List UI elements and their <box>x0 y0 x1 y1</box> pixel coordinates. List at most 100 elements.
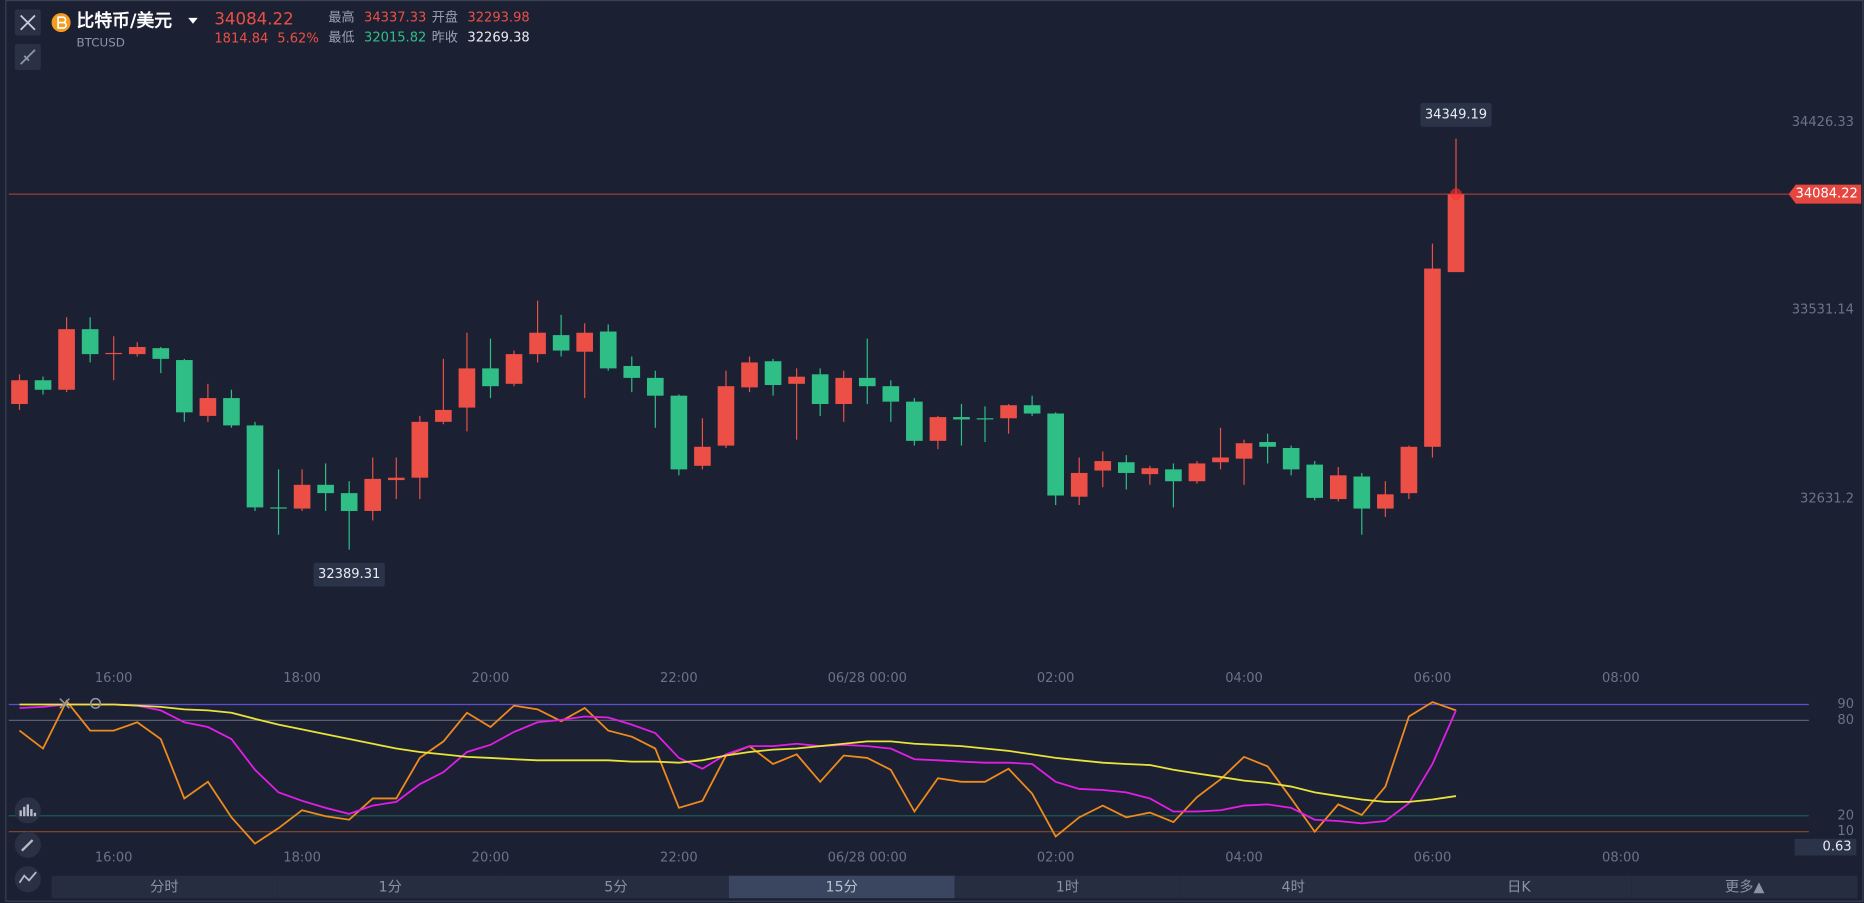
candle-body <box>293 484 311 509</box>
symbol-code: BTCUSD <box>77 35 125 49</box>
x-tick-label: 18:00 <box>283 671 321 686</box>
edit-icon <box>21 839 34 852</box>
timeframe-button[interactable] <box>1180 875 1407 899</box>
timeframe-button[interactable] <box>503 875 729 899</box>
candle-body <box>1259 442 1276 447</box>
timeframe-label: 日K <box>1507 880 1531 896</box>
timeframe-label: 15分 <box>826 879 858 896</box>
candle-body <box>1047 413 1064 496</box>
candle-body <box>176 360 193 413</box>
timeframe-button[interactable] <box>728 875 955 899</box>
candle-body <box>906 401 923 441</box>
candle-body <box>482 368 499 387</box>
last-price-glow <box>1450 188 1462 201</box>
candle-body <box>976 418 994 420</box>
low-label-box <box>313 562 385 587</box>
high-label-box <box>1420 102 1492 127</box>
x-tick-label: 02:00 <box>1037 850 1075 865</box>
y-tick-label: 80 <box>1837 713 1854 728</box>
last-price: 34084.22 <box>214 10 293 29</box>
candle-body <box>81 329 99 355</box>
candle-body <box>1023 405 1041 414</box>
dropdown-arrow[interactable] <box>188 17 198 24</box>
candle-body <box>599 331 617 369</box>
plot: 34426.33 33531.14 32631.2 16:00 18:00 20:00 22… <box>8 102 1862 865</box>
y-tick-label: 90 <box>1837 697 1854 712</box>
stat-value: 32269.38 <box>467 31 529 46</box>
candle-body <box>623 365 641 378</box>
stat-value: 34337.33 <box>364 10 426 25</box>
candle-body <box>505 354 523 384</box>
indicator-line <box>19 703 1457 825</box>
timeframe-label: 1时 <box>1056 879 1079 896</box>
x-tick-label: 08:00 <box>1602 671 1640 686</box>
timeframe-button[interactable] <box>1631 875 1858 899</box>
timeframe-button[interactable] <box>277 875 504 899</box>
stat-value: 32015.82 <box>364 31 426 46</box>
candle-body <box>364 478 382 511</box>
candle-body <box>270 507 287 509</box>
x-tick-label: 02:00 <box>1037 671 1075 686</box>
y-tick-label: 10 <box>1837 824 1854 839</box>
candle-body <box>34 380 52 390</box>
coin-glyph <box>57 16 67 29</box>
y-tick-label: 34426.33 <box>1792 115 1854 130</box>
candle-body <box>411 421 429 478</box>
candle-body <box>1188 463 1206 482</box>
x-tick-label: 20:00 <box>472 850 510 865</box>
stat-value: 32293.98 <box>467 10 529 25</box>
indicator-settings-icon[interactable] <box>90 697 102 709</box>
x-tick-label: 06/28 00:00 <box>828 671 907 686</box>
indicator-lines <box>18 699 1457 845</box>
indicator-close-icon[interactable] <box>59 698 70 709</box>
x-tick-label: 22:00 <box>660 671 698 686</box>
candle-body <box>858 377 876 387</box>
stats: 最高 34337.33 开盘 32293.98 最低 32015.82 昨收 32269.38 <box>328 9 529 45</box>
candle-body <box>1447 194 1465 273</box>
x-tick-label: 16:00 <box>95 671 133 686</box>
candle-body <box>529 332 546 355</box>
x-tick-label: 04:00 <box>1225 850 1263 865</box>
candle-body <box>223 398 240 426</box>
candle-body <box>764 361 782 386</box>
candle-body <box>552 335 570 351</box>
timeframe-button[interactable] <box>1406 875 1632 899</box>
x-tick-label: 18:00 <box>283 850 321 865</box>
candle-body <box>953 417 970 420</box>
candle-body <box>340 493 358 511</box>
timeframe-label: 分时 <box>150 879 179 896</box>
x-tick-label: 06:00 <box>1414 671 1452 686</box>
candle-body <box>929 417 947 441</box>
candle-body <box>435 409 452 422</box>
timeframe-label: 更多▲ <box>1725 879 1765 896</box>
candle-body <box>811 374 829 405</box>
timeframe-button[interactable] <box>954 875 1181 899</box>
x-tick-label: 16:00 <box>95 850 133 865</box>
x-tick-label: 06/28 00:00 <box>828 850 907 865</box>
last-value-box <box>1794 838 1857 856</box>
candle-body <box>788 376 805 384</box>
candle-body <box>1000 405 1017 419</box>
chart-style-icon <box>18 871 37 884</box>
x-tick-label: 20:00 <box>472 671 510 686</box>
last-price-tag-text: 34084.22 <box>1796 187 1858 202</box>
last-price-tag <box>1788 184 1862 204</box>
indicator-icon <box>19 804 37 817</box>
draw-tool-icon <box>20 49 36 65</box>
candle-body <box>152 348 170 359</box>
stat-label: 最高 <box>328 9 354 25</box>
candle-body <box>647 377 664 396</box>
x-tick-label: 06:00 <box>1414 850 1452 865</box>
candles <box>11 138 1465 550</box>
candle-body <box>694 446 711 466</box>
timeframe-button[interactable] <box>51 875 278 899</box>
low-label: 32389.31 <box>318 567 380 582</box>
candle-body <box>317 484 334 494</box>
timeframe-label: 5分 <box>604 879 627 896</box>
symbol-title[interactable]: 比特币/美元 <box>77 9 173 31</box>
window-border <box>5 0 1864 902</box>
price-change-pct: 5.62% <box>277 32 318 47</box>
y-tick-label: 33531.14 <box>1792 303 1854 318</box>
